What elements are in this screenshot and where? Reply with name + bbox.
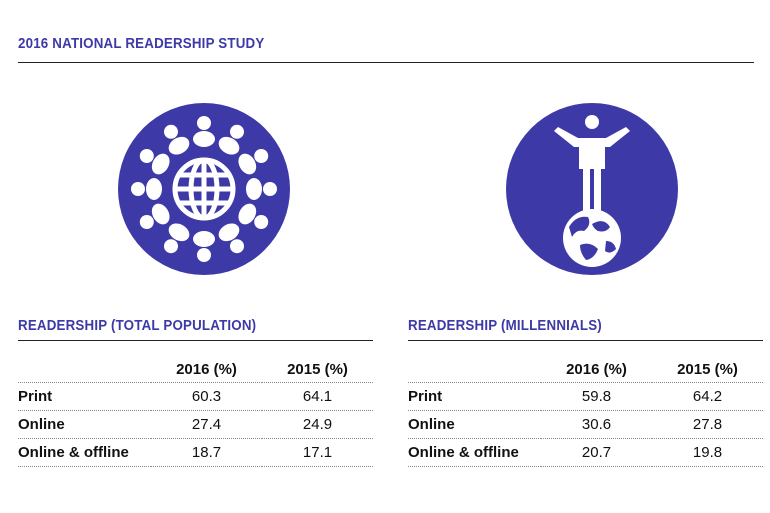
person-standing-on-globe-icon [506,103,678,275]
cell-online-offline-2016: 20.7 [581,444,612,461]
table-header-row: 2016 (%) 2015 (%) [18,356,373,383]
table-title: READERSHIP (MILLENNIALS) [408,318,602,334]
table-row: Online 30.6 27.8 [408,411,763,439]
cell-print-2016: 59.8 [581,388,612,405]
table-millennials: READERSHIP (MILLENNIALS) 2016 (%) 2015 (… [408,318,763,467]
cell-print-2015: 64.2 [692,388,723,405]
row-label-print: Print [18,388,53,405]
row-label-online: Online [408,416,455,433]
cell-online-2015: 27.8 [692,416,723,433]
cell-online-2015: 24.9 [302,416,333,433]
cell-online-offline-2016: 18.7 [191,444,222,461]
header-spacer [18,356,151,383]
row-label-online: Online [18,416,65,433]
row-label-online-offline: Online & offline [408,444,519,461]
column-header-2016: 2016 (%) [566,360,627,378]
cell-print-2015: 64.1 [302,388,333,405]
column-header-2016: 2016 (%) [176,360,237,378]
table-title: READERSHIP (TOTAL POPULATION) [18,318,257,334]
cell-online-offline-2015: 17.1 [302,444,333,461]
readership-table: 2016 (%) 2015 (%) Print 60.3 64.1 Online… [18,356,373,467]
table-total-population: READERSHIP (TOTAL POPULATION) 2016 (%) 2… [18,318,373,467]
title-divider [18,62,754,63]
table-row: Print 59.8 64.2 [408,383,763,411]
column-header-2015: 2015 (%) [677,360,738,378]
row-label-online-offline: Online & offline [18,444,129,461]
globe-with-people-icon [118,103,290,275]
column-header-2015: 2015 (%) [287,360,348,378]
table-title-divider [18,340,373,341]
cell-online-2016: 27.4 [191,416,222,433]
header-spacer [408,356,541,383]
cell-online-2016: 30.6 [581,416,612,433]
cell-print-2016: 60.3 [191,388,222,405]
table-title-divider [408,340,763,341]
page-title: 2016 NATIONAL READERSHIP STUDY [18,36,265,52]
table-header-row: 2016 (%) 2015 (%) [408,356,763,383]
table-row: Print 60.3 64.1 [18,383,373,411]
cell-online-offline-2015: 19.8 [692,444,723,461]
table-row: Online 27.4 24.9 [18,411,373,439]
table-row: Online & offline 20.7 19.8 [408,439,763,467]
row-label-print: Print [408,388,443,405]
table-row: Online & offline 18.7 17.1 [18,439,373,467]
readership-table: 2016 (%) 2015 (%) Print 59.8 64.2 Online… [408,356,763,467]
